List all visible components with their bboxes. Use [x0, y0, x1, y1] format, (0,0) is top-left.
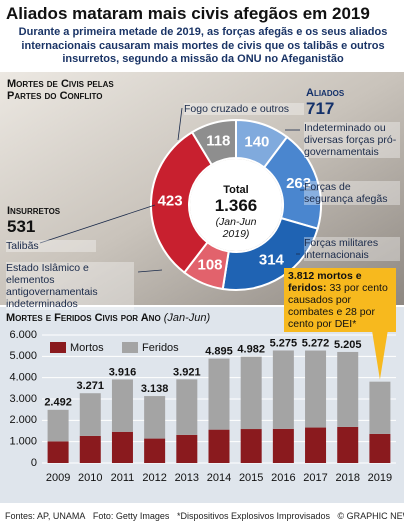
- segment-value: 108: [197, 257, 222, 274]
- x-tick-label: 2012: [142, 472, 166, 484]
- y-tick-label: 0: [31, 457, 37, 469]
- bar-segment: [111, 431, 133, 463]
- x-tick-label: 2009: [46, 472, 70, 484]
- x-tick-label: 2017: [303, 472, 327, 484]
- donut-segment: [190, 118, 237, 167]
- y-tick-label: 1.000: [9, 436, 37, 448]
- total-label: 4.982: [237, 344, 265, 356]
- y-tick-label: 6.000: [9, 329, 37, 341]
- callout-bold: 3.812 mortos e feridos:: [288, 270, 362, 294]
- footer: Fontes: AP, UNAMA Foto: Getty Images *Di…: [5, 510, 404, 522]
- footer-note: *Dispositivos Explosivos Improvisados: [176, 511, 330, 521]
- total-label: 5.272: [302, 337, 330, 349]
- bar-segment: [337, 351, 359, 427]
- bar-segment: [79, 393, 101, 436]
- segment-label: Talibãs: [6, 240, 96, 252]
- bar-segment: [47, 409, 69, 442]
- segment-value: 314: [259, 252, 285, 269]
- bar-segment: [208, 429, 230, 463]
- total-label: 4.895: [205, 345, 233, 357]
- group-name: Insurretos: [7, 205, 61, 217]
- footer-sources: Fontes: AP, UNAMA: [5, 511, 86, 521]
- donut-hole: [190, 159, 282, 251]
- group-value: 717: [306, 99, 335, 118]
- legend-swatch: [50, 342, 66, 353]
- bar-segment: [111, 379, 133, 432]
- bar-segment: [369, 381, 391, 434]
- total-value: 1.366: [214, 196, 258, 215]
- bar-segment: [176, 379, 198, 435]
- segment-label: Fogo cruzado e outros: [184, 103, 304, 115]
- segment-label: Forças militares internacionais: [304, 237, 400, 261]
- segment-label: Forças de segurança afegãs: [304, 181, 400, 205]
- total-label: 5.205: [334, 339, 362, 351]
- total-period: (Jan-Jun 2019): [215, 216, 257, 240]
- title: Aliados mataram mais civis afegãos em 20…: [6, 4, 370, 23]
- total-label: 3.916: [109, 366, 137, 378]
- bar-segment: [144, 396, 166, 439]
- segment-label: Indeterminado ou diversas forças pró-gov…: [304, 122, 400, 158]
- bar-segment: [337, 426, 359, 463]
- x-tick-label: 2018: [335, 472, 359, 484]
- legend-swatch: [122, 342, 138, 353]
- bar-segment: [369, 433, 391, 463]
- callout-text: 33 por cento causados por combates e 28 …: [288, 282, 388, 330]
- bar-title: Mortes e Feridos Civis por Ano (Jan-Jun): [6, 312, 210, 324]
- leader-line: [137, 269, 163, 273]
- footer-credit: © GRAPHIC NEWS: [337, 511, 404, 521]
- total-label: 3.271: [77, 380, 105, 392]
- x-tick-label: 2016: [271, 472, 295, 484]
- x-tick-label: 2011: [111, 472, 135, 484]
- x-tick-label: 2013: [175, 472, 199, 484]
- bar-segment: [240, 429, 262, 463]
- y-tick-label: 5.000: [9, 350, 37, 362]
- bar-title-text: Mortes e Feridos Civis por Ano: [6, 312, 161, 324]
- callout-pointer: [371, 330, 388, 380]
- x-tick-label: 2019: [368, 472, 392, 484]
- segment-value: 140: [244, 133, 269, 150]
- callout: 3.812 mortos e feridos: 33 por cento cau…: [284, 268, 396, 332]
- leader-line: [177, 107, 183, 141]
- y-tick-label: 3.000: [9, 393, 37, 405]
- total-label: 3.921: [173, 366, 201, 378]
- segment-value: 263: [286, 175, 311, 192]
- segment-value: 423: [158, 192, 183, 209]
- legend-label: Mortos: [70, 342, 104, 354]
- bar-segment: [240, 356, 262, 430]
- x-tick-label: 2014: [207, 472, 231, 484]
- y-tick-label: 2.000: [9, 414, 37, 426]
- total-label: 5.275: [270, 337, 298, 349]
- group-value: 531: [7, 217, 36, 236]
- leader-line: [39, 204, 156, 244]
- x-tick-label: 2015: [239, 472, 263, 484]
- bar-segment: [144, 438, 166, 463]
- segment-value: 118: [206, 132, 230, 149]
- total-label: Total: [223, 184, 249, 196]
- bar-segment: [272, 428, 294, 463]
- group-name: Aliados: [306, 87, 345, 99]
- donut-title: Mortes de Civis pelas Partes do Conflito: [7, 78, 114, 102]
- y-tick-label: 4.000: [9, 372, 37, 384]
- bar-segment: [208, 358, 230, 430]
- bar-segment: [305, 350, 327, 428]
- bar-segment: [272, 350, 294, 429]
- donut-segment: [150, 130, 214, 274]
- total-label: 2.492: [44, 397, 72, 409]
- bar-segment: [305, 427, 327, 463]
- segment-label: Estado Islâmico e elementos antigovernam…: [6, 262, 134, 310]
- bar-segment: [176, 434, 198, 463]
- subtitle: Durante a primeira metade de 2019, as fo…: [18, 26, 388, 65]
- bar-segment: [79, 435, 101, 463]
- bar-segment: [47, 441, 69, 463]
- bar-title-note: (Jan-Jun): [163, 312, 211, 324]
- legend-label: Feridos: [142, 342, 179, 354]
- total-label: 3.138: [141, 383, 169, 395]
- bar-panel: [0, 306, 404, 503]
- footer-photo: Foto: Getty Images: [92, 511, 170, 521]
- x-tick-label: 2010: [78, 472, 102, 484]
